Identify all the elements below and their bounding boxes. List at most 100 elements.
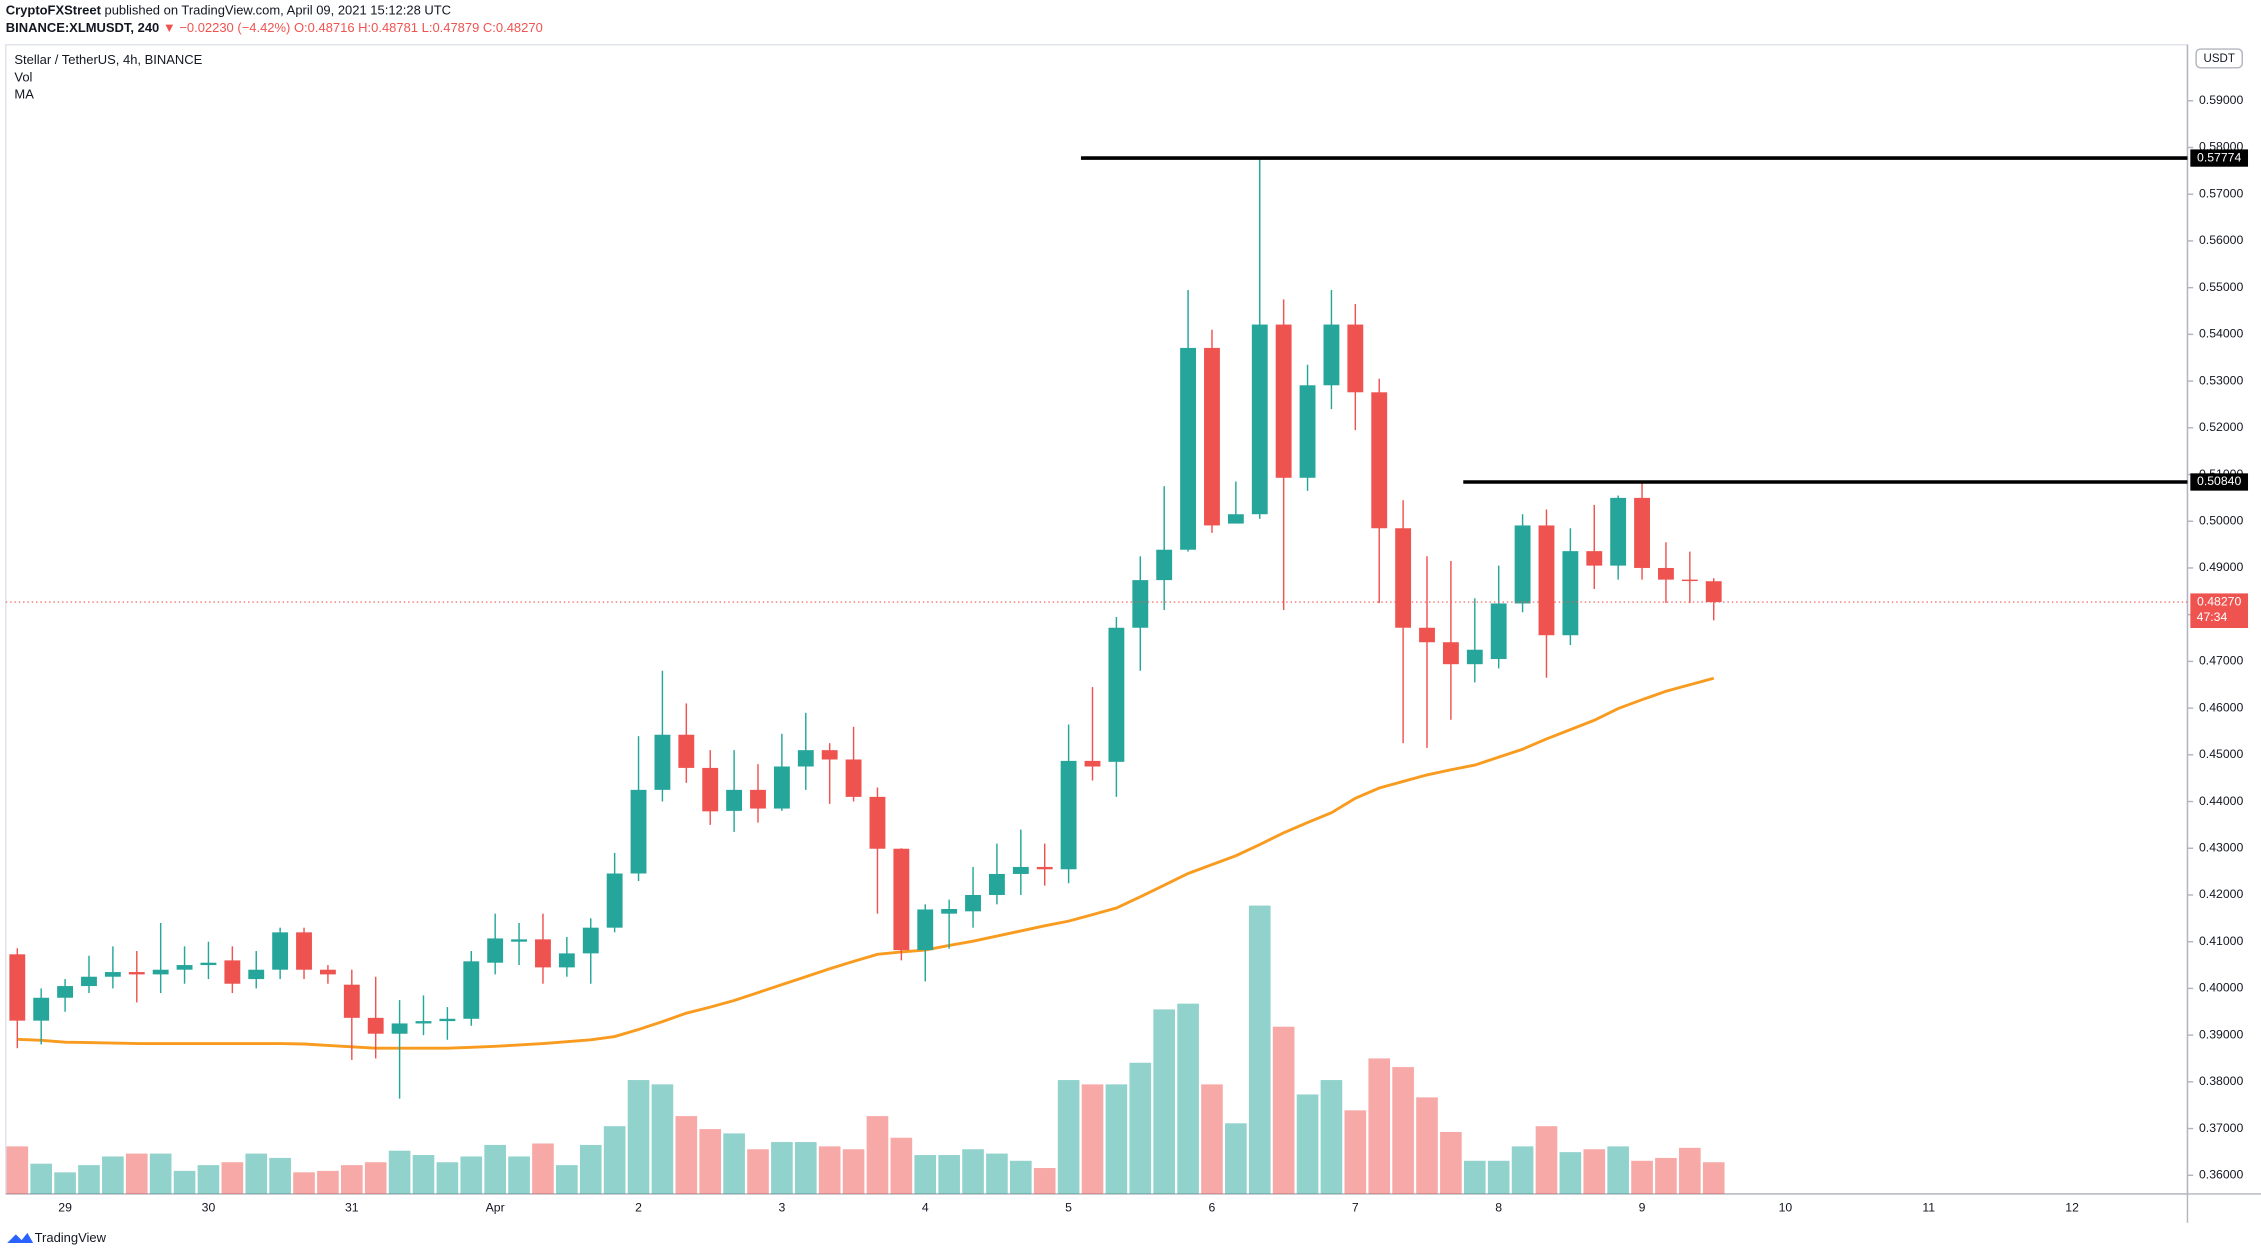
candle-body <box>1705 581 1722 603</box>
candle-body <box>319 969 336 975</box>
candle-body <box>415 1021 432 1024</box>
symbol: BINANCE:XLMUSDT, 240 <box>6 20 160 35</box>
candle <box>1562 528 1579 646</box>
candle-body <box>726 789 743 811</box>
volume-bar <box>6 1146 29 1194</box>
candle <box>1323 289 1340 410</box>
last-price-box <box>2190 593 2249 629</box>
volume-bar <box>340 1165 363 1194</box>
candle <box>821 743 838 804</box>
volume-bar <box>699 1129 722 1194</box>
volume-bar <box>1559 1152 1582 1194</box>
candle-body <box>1180 347 1197 550</box>
candle <box>1586 504 1603 589</box>
candle-body <box>845 759 862 797</box>
y-tick-label: 0.57000 <box>2199 186 2243 200</box>
volume-bar <box>364 1162 387 1194</box>
volume-bar <box>149 1153 172 1194</box>
candle <box>81 955 97 994</box>
x-tick-label: 30 <box>202 1201 216 1215</box>
candle <box>1299 364 1316 491</box>
candle <box>893 848 910 961</box>
last-price-label: 0.48270 <box>2197 594 2241 608</box>
candle-body <box>487 938 504 963</box>
volume-bar <box>293 1172 315 1194</box>
ohlc-open: O:0.48716 <box>294 20 355 35</box>
y-tick-label: 0.36000 <box>2199 1168 2243 1182</box>
candle <box>941 899 958 949</box>
volume-bar <box>794 1142 817 1194</box>
candle-body <box>128 972 145 975</box>
volume-bar <box>54 1172 76 1194</box>
x-tick-label: 3 <box>778 1201 785 1215</box>
candle-body <box>463 961 480 1019</box>
candle-body <box>773 766 790 809</box>
volume-bar <box>436 1162 459 1194</box>
y-tick-label: 0.53000 <box>2199 373 2243 387</box>
ohlc-low: L:0.47879 <box>422 20 480 35</box>
y-tick-label: 0.41000 <box>2199 934 2243 948</box>
candle-body <box>1275 324 1292 478</box>
candle-body <box>1227 514 1244 524</box>
volume-bar <box>460 1156 483 1194</box>
volume-bar <box>1655 1157 1677 1194</box>
volume-bar <box>221 1162 244 1194</box>
candle-body <box>821 750 838 760</box>
candle <box>415 995 432 1036</box>
level-label: 0.50840 <box>2197 474 2241 488</box>
candle <box>1634 481 1650 580</box>
author: CryptoFXStreet <box>6 3 102 18</box>
y-tick-label: 0.49000 <box>2199 560 2243 574</box>
volume-bar <box>1153 1009 1175 1194</box>
candle <box>917 904 934 982</box>
candle-body <box>391 1023 408 1034</box>
volume-bar <box>771 1142 793 1194</box>
x-tick-label: 11 <box>1922 1201 1935 1215</box>
candle-body <box>1347 324 1364 393</box>
candle <box>1610 495 1627 580</box>
volume-bar <box>603 1126 626 1194</box>
currency[interactable]: USDT <box>2204 53 2235 65</box>
candle-body <box>1251 324 1268 515</box>
candle-body <box>558 953 575 968</box>
candle <box>1395 500 1412 744</box>
candle-body <box>1586 551 1603 566</box>
candle <box>104 946 121 989</box>
candle <box>1251 159 1268 519</box>
y-tick-label: 0.54000 <box>2199 327 2243 341</box>
volume-bar <box>102 1156 124 1194</box>
y-tick-label: 0.55000 <box>2199 280 2243 294</box>
volume-bar <box>269 1157 291 1194</box>
candle <box>1371 378 1388 603</box>
tv-logo <box>7 1232 34 1243</box>
candle <box>1538 509 1555 678</box>
x-tick-label: Apr <box>486 1201 505 1215</box>
x-tick-label: 10 <box>1779 1201 1793 1215</box>
volume-bar <box>1033 1168 1056 1194</box>
candle <box>57 979 74 1012</box>
candle <box>176 946 193 984</box>
footer: TradingView <box>35 1230 107 1245</box>
candle-body <box>654 734 671 790</box>
volume-bar <box>1201 1084 1223 1194</box>
candle-body <box>439 1018 456 1022</box>
candle-body <box>1538 525 1555 636</box>
y-tick-label: 0.42000 <box>2199 887 2243 901</box>
candle <box>750 764 766 823</box>
volume-bar <box>1129 1062 1152 1194</box>
x-tick-label: 6 <box>1209 1201 1216 1215</box>
volume-bar <box>388 1150 411 1194</box>
candle <box>1490 565 1507 669</box>
candle <box>845 726 862 802</box>
volume-bar <box>1225 1123 1247 1194</box>
ohlc-high: H:0.48781 <box>358 20 418 35</box>
candle <box>678 703 695 783</box>
level-label: 0.57774 <box>2197 150 2241 164</box>
candle-body <box>200 962 217 966</box>
candle <box>1012 829 1029 895</box>
candle <box>702 750 719 825</box>
candle <box>200 941 217 980</box>
currency-box[interactable] <box>2195 48 2243 69</box>
volume-bar <box>1679 1147 1701 1194</box>
